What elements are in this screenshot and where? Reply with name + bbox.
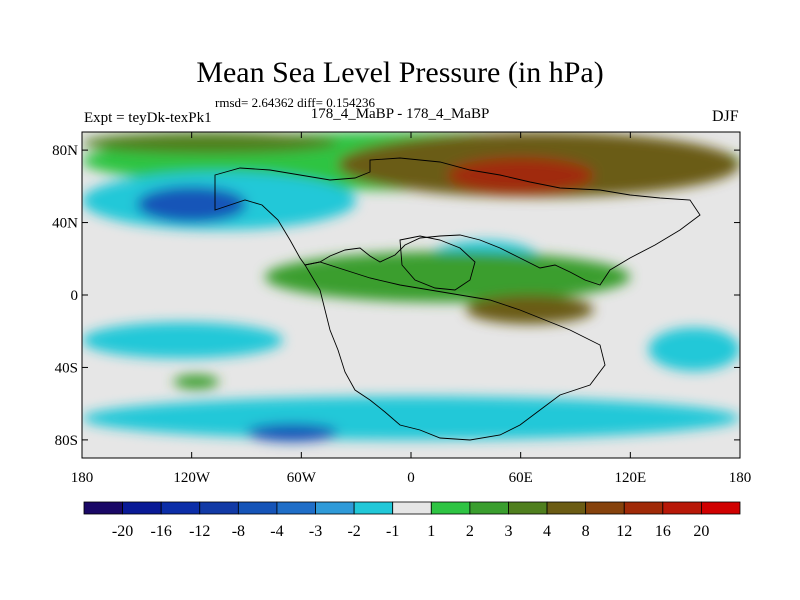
pressure-region-7 — [264, 251, 631, 303]
colorbar-label: -3 — [309, 523, 322, 540]
colorbar-swatch — [160, 501, 201, 515]
pressure-region-5 — [136, 186, 247, 223]
y-tick-label: 40S — [55, 360, 78, 376]
colorbar-label: 1 — [427, 523, 435, 540]
pressure-region-10 — [648, 327, 740, 372]
x-tick-label: 0 — [407, 470, 415, 486]
y-tick-label: 80S — [55, 433, 78, 449]
colorbar-swatch — [469, 501, 509, 515]
colorbar-label: -1 — [386, 523, 399, 540]
colorbar-swatch — [237, 501, 278, 515]
experiment-label: Expt = teyDk-texPk1 — [84, 110, 212, 126]
continent-outlines — [214, 157, 701, 441]
colorbar: -20 -16 -12 -8 -4 -3 -2 -1 1 2 3 4 8 12 16 20 — [83, 501, 741, 540]
colorbar-label: -8 — [232, 523, 245, 540]
colorbar-swatch — [585, 501, 625, 515]
axes: 180 120W 60W 0 60E 120E 180 80N 40N 0 40S 80S — [52, 132, 751, 486]
colorbar-label: 3 — [504, 523, 512, 540]
pressure-region-1 — [82, 132, 338, 154]
colorbar-label: 4 — [543, 523, 551, 540]
chart-title: Mean Sea Level Pressure (in hPa) — [196, 56, 604, 89]
colorbar-label: 20 — [693, 523, 709, 540]
colorbar-swatch — [276, 501, 316, 515]
y-tick-label: 0 — [71, 288, 79, 304]
y-tick-label: 80N — [52, 143, 78, 159]
x-tick-label: 180 — [71, 470, 94, 486]
colorbar-label: 2 — [466, 523, 474, 540]
colorbar-label: 16 — [655, 523, 671, 540]
colorbar-label: 8 — [582, 523, 590, 540]
y-tick-label: 40N — [52, 216, 78, 232]
colorbar-label: 12 — [616, 523, 632, 540]
colorbar-swatch — [392, 501, 432, 515]
colorbar-label: -16 — [151, 523, 172, 540]
colorbar-swatch — [508, 501, 548, 515]
gondwana-outline — [304, 261, 606, 441]
colorbar-swatch — [83, 501, 123, 515]
colorbar-swatch — [430, 501, 471, 515]
colorbar-swatch — [315, 501, 355, 515]
colorbar-swatch — [546, 501, 587, 515]
x-tick-label: 60E — [509, 470, 533, 486]
x-tick-label: 60W — [287, 470, 317, 486]
season-label: DJF — [712, 108, 739, 125]
colorbar-label: -4 — [270, 523, 283, 540]
x-tick-label: 180 — [729, 470, 752, 486]
pressure-region-13 — [246, 423, 338, 442]
x-tick-label: 120W — [173, 470, 211, 486]
map-plot-area — [82, 132, 740, 458]
colorbar-swatch — [701, 501, 741, 515]
colorbar-label: -20 — [112, 523, 133, 540]
runs-label: 178_4_MaBP - 178_4_MaBP — [310, 106, 490, 122]
colorbar-swatch — [122, 501, 162, 515]
pressure-region-3 — [447, 157, 594, 194]
pressure-fields — [82, 132, 740, 442]
colorbar-label: -2 — [347, 523, 360, 540]
pressure-region-11 — [173, 374, 220, 390]
chart-subtitle-stats: rmsd= 2.64362 diff= 0.154236 — [215, 95, 375, 110]
colorbar-swatch — [199, 501, 239, 515]
colorbar-swatch — [353, 501, 394, 515]
x-tick-label: 120E — [614, 470, 646, 486]
colorbar-swatch — [623, 501, 664, 515]
colorbar-label: -12 — [189, 523, 210, 540]
pressure-region-9 — [82, 322, 284, 359]
pressure-region-12 — [82, 396, 740, 440]
colorbar-swatch — [662, 501, 702, 515]
inner-basin-outline — [399, 235, 476, 291]
